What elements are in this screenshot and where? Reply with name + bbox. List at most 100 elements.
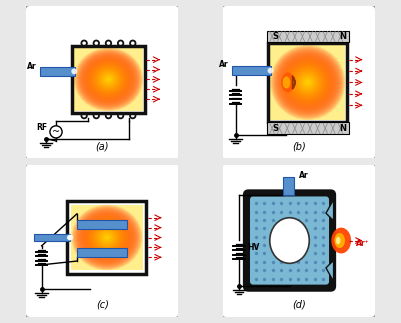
FancyBboxPatch shape [25,5,180,160]
Bar [270,45,345,120]
Bar [77,220,127,229]
Ellipse shape [96,227,118,248]
Text: Ar: Ar [299,171,308,180]
Text: (a): (a) [95,141,109,151]
Ellipse shape [97,69,119,89]
Ellipse shape [294,68,322,96]
Ellipse shape [275,49,341,116]
Ellipse shape [74,48,143,111]
Ellipse shape [281,56,334,109]
Text: (c): (c) [96,300,109,310]
Ellipse shape [98,229,116,246]
Ellipse shape [300,75,315,90]
Ellipse shape [92,224,122,252]
Ellipse shape [79,211,136,264]
Ellipse shape [95,67,122,92]
Ellipse shape [107,78,110,81]
Text: HV: HV [247,243,260,252]
Ellipse shape [286,61,329,104]
Ellipse shape [100,231,114,244]
Text: S: S [273,124,279,133]
Ellipse shape [292,66,324,99]
Ellipse shape [81,213,134,262]
Ellipse shape [270,45,345,120]
Ellipse shape [95,68,122,91]
Ellipse shape [273,48,342,117]
Ellipse shape [277,51,339,114]
Ellipse shape [91,64,125,95]
Ellipse shape [75,208,138,266]
Ellipse shape [101,72,116,87]
Ellipse shape [282,57,334,108]
Ellipse shape [99,71,117,88]
Ellipse shape [82,55,135,104]
Circle shape [50,126,62,138]
Ellipse shape [296,71,320,94]
Ellipse shape [293,68,323,98]
Ellipse shape [97,68,120,90]
Bar [34,234,71,242]
Bar [268,43,347,122]
Bar [232,67,271,75]
Ellipse shape [88,220,126,255]
Ellipse shape [79,52,138,107]
Ellipse shape [91,63,126,96]
Ellipse shape [78,51,139,108]
FancyBboxPatch shape [25,163,180,318]
Bar [71,205,142,270]
Ellipse shape [298,73,318,92]
Text: (b): (b) [292,141,306,151]
Text: S: S [273,32,279,41]
Ellipse shape [99,230,115,245]
Ellipse shape [84,57,133,102]
Ellipse shape [89,221,125,255]
Ellipse shape [85,217,129,258]
Text: ~: ~ [52,127,60,137]
Bar [40,67,75,76]
Ellipse shape [75,207,140,267]
FancyBboxPatch shape [244,190,335,291]
Ellipse shape [91,223,123,253]
Ellipse shape [87,59,130,99]
Ellipse shape [306,80,310,85]
Bar [74,48,143,111]
FancyBboxPatch shape [221,163,376,318]
Ellipse shape [107,78,109,80]
Ellipse shape [297,72,318,93]
Ellipse shape [75,48,142,110]
Ellipse shape [284,59,331,106]
Ellipse shape [101,232,113,243]
Ellipse shape [331,228,351,254]
Circle shape [71,68,77,74]
Text: N: N [339,32,346,41]
Ellipse shape [299,74,316,91]
Ellipse shape [73,206,142,269]
Ellipse shape [90,222,124,254]
Ellipse shape [285,60,330,105]
Ellipse shape [103,234,111,241]
Ellipse shape [280,55,336,110]
Ellipse shape [87,219,127,256]
Text: Ar: Ar [219,60,229,69]
Ellipse shape [88,60,129,99]
Ellipse shape [97,228,117,247]
Ellipse shape [101,73,115,86]
Ellipse shape [281,73,295,92]
Ellipse shape [71,205,142,270]
Bar [267,122,349,134]
Ellipse shape [95,226,119,249]
Bar [77,248,127,256]
Bar [72,46,145,113]
Circle shape [67,235,73,240]
Bar [284,177,294,195]
Ellipse shape [304,79,311,86]
Ellipse shape [104,235,110,240]
Ellipse shape [283,76,290,89]
Ellipse shape [304,78,312,87]
Ellipse shape [89,61,128,98]
FancyBboxPatch shape [221,5,376,160]
Ellipse shape [279,54,337,111]
Ellipse shape [85,218,128,257]
Text: Ar⁺: Ar⁺ [356,239,370,248]
Ellipse shape [291,65,325,99]
